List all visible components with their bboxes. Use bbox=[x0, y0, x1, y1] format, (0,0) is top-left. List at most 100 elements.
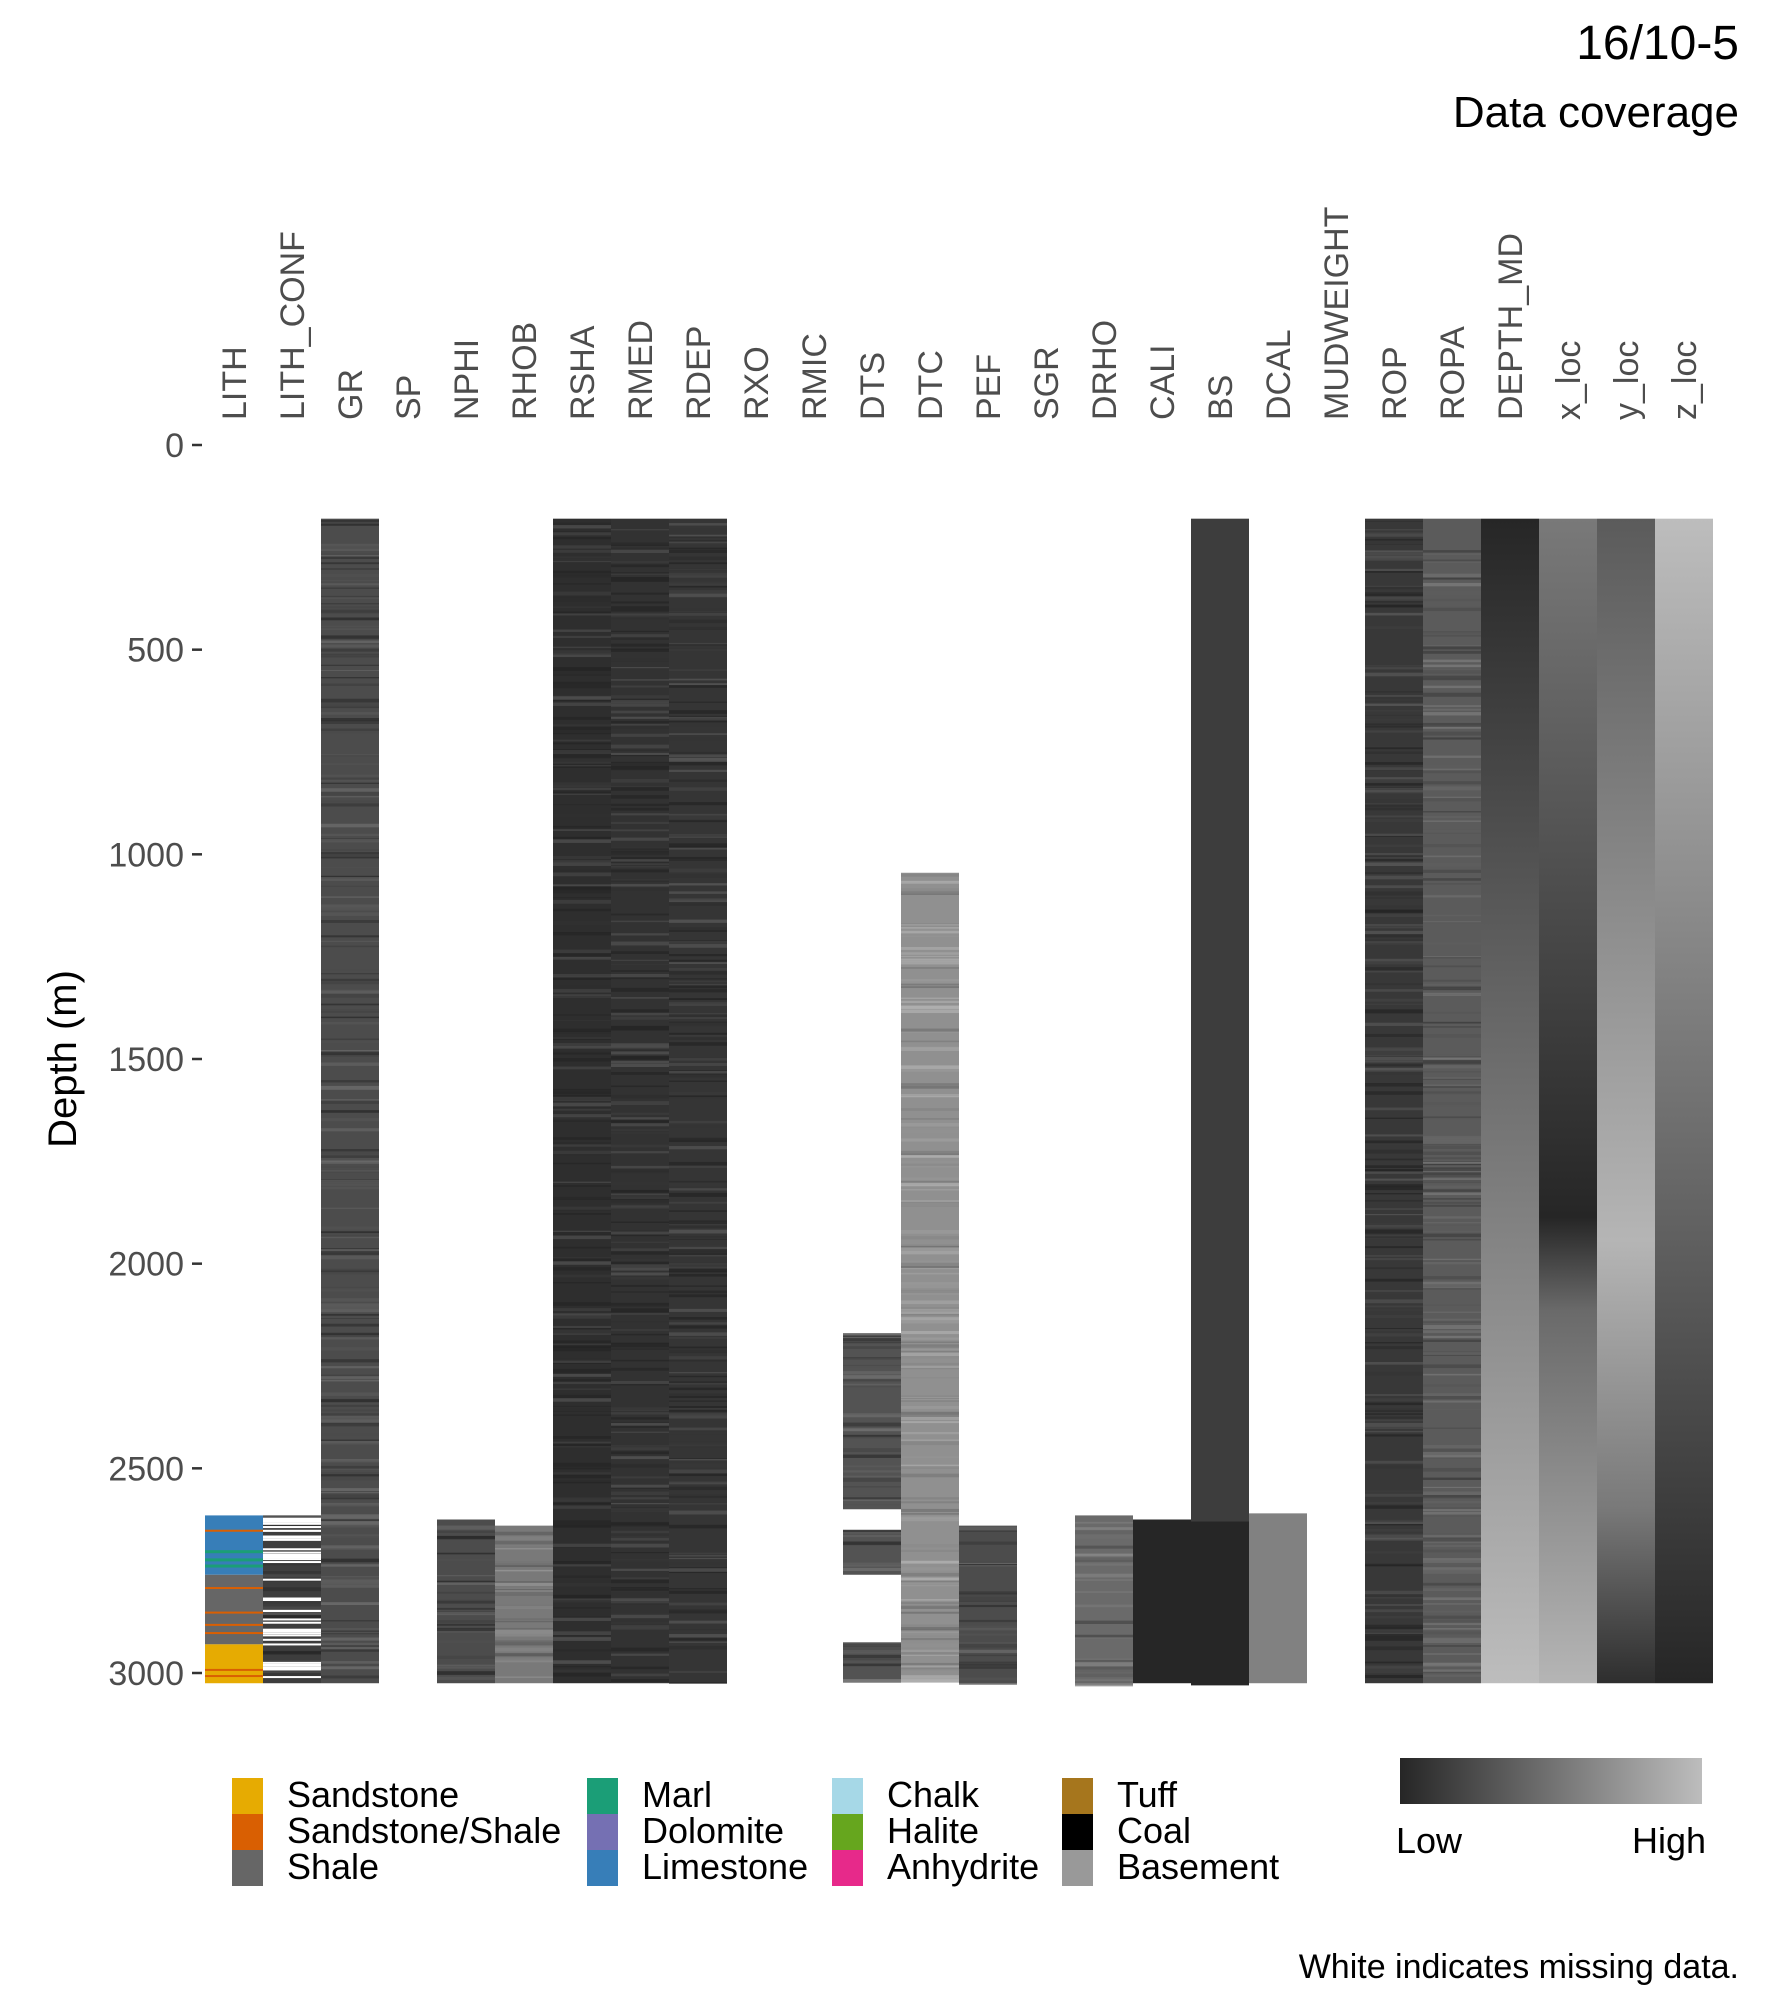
coverage-stripe bbox=[553, 1091, 611, 1095]
coverage-stripe bbox=[669, 1502, 727, 1505]
coverage-stripe bbox=[901, 1230, 959, 1234]
coverage-stripe bbox=[1365, 855, 1423, 858]
coverage-stripe bbox=[553, 1371, 611, 1374]
coverage-stripe bbox=[669, 1322, 727, 1325]
coverage-stripe bbox=[1365, 745, 1423, 748]
coverage-stripe bbox=[611, 1343, 669, 1348]
coverage-stripe bbox=[959, 1600, 1017, 1602]
coverage-stripe bbox=[553, 813, 611, 818]
coverage-gap bbox=[263, 1638, 321, 1641]
coverage-stripe bbox=[901, 1421, 959, 1424]
coverage-stripe bbox=[553, 1380, 611, 1385]
coverage-stripe bbox=[901, 1649, 959, 1653]
coverage-stripe bbox=[1365, 1117, 1423, 1120]
coverage-stripe bbox=[437, 1607, 495, 1610]
coverage-stripe bbox=[1365, 1091, 1423, 1095]
coverage-stripe bbox=[321, 655, 379, 657]
coverage-stripe bbox=[611, 1679, 669, 1682]
coverage-gap bbox=[843, 1509, 901, 1530]
coverage-stripe bbox=[1365, 604, 1423, 607]
coverage-stripe bbox=[901, 1108, 959, 1111]
coverage-stripe bbox=[611, 987, 669, 992]
coverage-stripe bbox=[611, 795, 669, 799]
coverage-stripe bbox=[901, 1307, 959, 1309]
coverage-stripe bbox=[901, 1417, 959, 1421]
coverage-stripe bbox=[553, 1038, 611, 1040]
coverage-stripe bbox=[553, 1162, 611, 1165]
coverage-stripe bbox=[1365, 1528, 1423, 1532]
coverage-stripe bbox=[553, 897, 611, 899]
coverage-stripe bbox=[611, 1577, 669, 1580]
coverage-stripe bbox=[611, 1523, 669, 1525]
coverage-stripe bbox=[843, 1530, 901, 1533]
coverage-stripe bbox=[321, 1545, 379, 1549]
column-label: NPHI bbox=[448, 339, 486, 420]
coverage-stripe bbox=[843, 1465, 901, 1468]
coverage-stripe bbox=[1423, 979, 1481, 982]
coverage-stripe bbox=[1423, 1333, 1481, 1336]
coverage-stripe bbox=[843, 1475, 901, 1478]
coverage-stripe bbox=[321, 1534, 379, 1538]
coverage-stripe bbox=[901, 1337, 959, 1340]
coverage-stripe bbox=[553, 1379, 611, 1382]
coverage-stripe bbox=[1423, 915, 1481, 917]
coverage-stripe bbox=[321, 720, 379, 724]
coverage-stripe bbox=[1365, 803, 1423, 805]
coverage-stripe bbox=[437, 1627, 495, 1631]
coverage-stripe bbox=[669, 1510, 727, 1515]
coverage-stripe bbox=[1423, 956, 1481, 958]
coverage-stripe bbox=[901, 952, 959, 955]
coverage-stripe bbox=[553, 974, 611, 978]
coverage-stripe bbox=[669, 836, 727, 838]
coverage-stripe bbox=[611, 1508, 669, 1513]
coverage-stripe bbox=[321, 1149, 379, 1152]
coverage-stripe bbox=[321, 1627, 379, 1631]
coverage-stripe bbox=[553, 787, 611, 790]
coverage-stripe bbox=[1365, 1627, 1423, 1630]
coverage-stripe bbox=[669, 998, 727, 1000]
coverage-stripe bbox=[901, 1560, 959, 1564]
legend-label: Marl bbox=[642, 1774, 712, 1815]
coverage-stripe bbox=[495, 1588, 553, 1590]
coverage-stripe bbox=[1423, 1285, 1481, 1287]
coverage-stripe bbox=[901, 979, 959, 984]
coverage-stripe bbox=[611, 837, 669, 841]
coverage-stripe bbox=[901, 1118, 959, 1120]
coverage-stripe bbox=[553, 1333, 611, 1335]
coverage-stripe bbox=[843, 1346, 901, 1349]
coverage-stripe bbox=[1423, 1511, 1481, 1515]
coverage-stripe bbox=[1423, 1514, 1481, 1517]
coverage-stripe bbox=[843, 1448, 901, 1453]
coverage-stripe bbox=[321, 683, 379, 686]
coverage-stripe bbox=[1365, 568, 1423, 572]
coverage-stripe bbox=[901, 1266, 959, 1270]
coverage-stripe bbox=[553, 726, 611, 731]
coverage-stripe bbox=[1365, 857, 1423, 861]
coverage-gap bbox=[263, 1643, 321, 1646]
coverage-dts bbox=[843, 1333, 901, 1683]
coverage-stripe bbox=[321, 1003, 379, 1006]
coverage-stripe bbox=[321, 1298, 379, 1302]
coverage-stripe bbox=[611, 1487, 669, 1489]
coverage-stripe bbox=[553, 1525, 611, 1528]
coverage-stripe bbox=[553, 671, 611, 675]
coverage-stripe bbox=[553, 1267, 611, 1271]
legend-swatch bbox=[1062, 1814, 1093, 1850]
coverage-stripe bbox=[611, 630, 669, 633]
coverage-stripe bbox=[321, 556, 379, 559]
coverage-stripe bbox=[1365, 1563, 1423, 1567]
coverage-stripe bbox=[321, 1016, 379, 1019]
coverage-stripe bbox=[553, 724, 611, 727]
coverage-stripe bbox=[321, 1663, 379, 1666]
coverage-stripe bbox=[669, 722, 727, 727]
coverage-stripe bbox=[611, 1558, 669, 1563]
coverage-stripe bbox=[611, 963, 669, 966]
coverage-stripe bbox=[843, 1678, 901, 1683]
coverage-stripe bbox=[437, 1525, 495, 1530]
coverage-stripe bbox=[1365, 1646, 1423, 1651]
coverage-stripe bbox=[553, 1407, 611, 1412]
coverage-stripe bbox=[1423, 1233, 1481, 1238]
coverage-stripe bbox=[553, 583, 611, 585]
coverage-stripe bbox=[1365, 1199, 1423, 1201]
coverage-stripe bbox=[1423, 1452, 1481, 1456]
